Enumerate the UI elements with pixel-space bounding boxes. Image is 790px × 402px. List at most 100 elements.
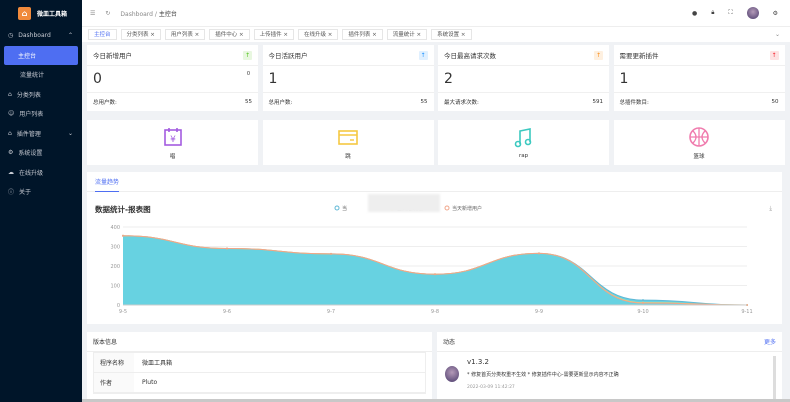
sidebar-item-dashboard[interactable]: ◷ Dashboard ⌃: [0, 26, 82, 46]
breadcrumb-item[interactable]: Dashboard: [120, 10, 153, 18]
stat-title: 需要更新插件: [619, 52, 659, 60]
tab-traffic-trend[interactable]: 流量趋势: [95, 172, 120, 192]
close-icon[interactable]: ×: [414, 32, 422, 38]
quick-label: rap: [518, 152, 529, 159]
chevron-down-icon[interactable]: ⌄: [774, 31, 780, 38]
stat-sub: 0: [246, 71, 250, 77]
refresh-icon[interactable]: ↻: [105, 9, 111, 17]
version-title: 版本信息: [87, 332, 432, 352]
tab-bar: 主控台 分类列表 × 用户列表 × 插件中心 × 上传插件 × 在线升级 × 插件列表 × 流…: [82, 26, 790, 42]
download-icon[interactable]: ⤓: [769, 205, 772, 212]
sidebar-item-upgrade[interactable]: ☁ 在线升级: [0, 163, 82, 183]
close-icon[interactable]: ×: [459, 32, 466, 38]
blur-overlay: [368, 194, 440, 212]
scrollbar[interactable]: [773, 356, 776, 400]
y-tick-label: 300: [110, 245, 120, 251]
sidebar-item-console[interactable]: 主控台: [4, 45, 78, 65]
calendar-yen-icon: ¥: [163, 127, 182, 146]
stat-foot-value: 55: [420, 99, 428, 105]
lock-icon[interactable]: 🔒︎: [711, 9, 715, 16]
menu-fold-icon[interactable]: ☰: [90, 9, 96, 17]
music-icon: [514, 127, 531, 147]
x-tick-label: 9-9: [535, 309, 543, 315]
stat-foot-label: 总用户数:: [93, 100, 117, 106]
sidebar-item-about[interactable]: ⓘ 关于: [0, 182, 82, 202]
stat-card: 今日最高请求次数 ↑ 2 最大请求次数: 591: [438, 45, 609, 111]
sidebar-item-settings[interactable]: ⚙ 系统设置: [0, 143, 82, 163]
stat-title: 今日新增用户: [93, 52, 132, 60]
info-key: 程序名称: [94, 353, 134, 372]
y-tick-label: 200: [110, 264, 120, 270]
tab-item[interactable]: 流量统计 ×: [386, 29, 428, 40]
label: Dashboard: [18, 32, 51, 40]
legend-label: 当: [342, 205, 347, 212]
data-point: [538, 252, 540, 255]
news-card: 动态 更多 v1.3.2 * 修复首页分类权重不生效 * 修复插件中心-需要更新显…: [437, 332, 782, 402]
close-icon[interactable]: ×: [192, 32, 200, 38]
x-tick-label: 9-7: [327, 309, 335, 315]
stat-foot-value: 55: [245, 99, 252, 105]
quick-entry[interactable]: rap: [438, 120, 609, 165]
chart-title: 数据统计-报表图: [95, 205, 151, 214]
sidebar-item-users[interactable]: ☺ 用户列表: [0, 104, 82, 124]
stat-foot-label: 最大请求次数:: [444, 100, 479, 106]
legend-label: 当天新增用户: [452, 205, 482, 212]
x-tick-label: 9-10: [637, 309, 648, 315]
stat-foot-label: 总用户数:: [268, 100, 293, 106]
avatar[interactable]: [746, 7, 759, 19]
info-value: Pluto: [142, 379, 158, 386]
area-chart: 01002003004009-59-69-79-89-99-109-11当当天活…: [110, 205, 752, 315]
x-tick-label: 9-8: [431, 309, 439, 315]
y-tick-label: 400: [110, 225, 120, 231]
tab-item[interactable]: 插件列表 ×: [342, 29, 383, 40]
stat-foot-value: 50: [771, 99, 779, 105]
close-icon[interactable]: ×: [237, 32, 244, 38]
label: 关于: [19, 189, 32, 197]
arrow-up-icon: ↑: [418, 50, 428, 60]
quick-entry[interactable]: ¥ 唱: [87, 120, 258, 165]
chevron-down-icon: ⌄: [67, 129, 73, 137]
label: 系统设置: [18, 150, 43, 158]
github-icon[interactable]: ●: [691, 9, 698, 17]
tab-item[interactable]: 系统设置 ×: [431, 29, 472, 40]
quick-label: 跳: [345, 153, 351, 160]
close-icon[interactable]: ×: [370, 32, 377, 38]
y-tick-label: 100: [110, 284, 120, 290]
app-logo[interactable]: ⌂ 微皿工具箱: [0, 0, 82, 26]
horizontal-scrollbar[interactable]: [82, 399, 790, 402]
close-icon[interactable]: ×: [326, 32, 333, 38]
arrow-up-icon: ↑: [594, 50, 603, 60]
close-icon[interactable]: ×: [281, 32, 289, 38]
sidebar-item-category[interactable]: ⌂ 分类列表: [0, 85, 82, 105]
quick-entry[interactable]: 跳: [262, 120, 434, 165]
more-link[interactable]: 更多: [763, 339, 776, 346]
stat-title: 今日活跃用户: [268, 52, 308, 60]
arrow-up-icon: ↑: [769, 50, 779, 60]
sidebar-item-plugins[interactable]: ⌂ 插件管理 ⌄: [0, 124, 82, 144]
stat-value: 1: [619, 71, 629, 87]
info-value: 微皿工具箱: [142, 360, 173, 367]
tab-item[interactable]: 在线升级 ×: [298, 29, 339, 40]
tab-item[interactable]: 用户列表 ×: [164, 29, 206, 40]
quick-entry[interactable]: 篮球: [613, 120, 785, 165]
label: 在线升级: [19, 169, 44, 177]
sidebar-item-traffic[interactable]: 流量统计: [0, 65, 82, 85]
tab-item[interactable]: 分类列表 ×: [120, 29, 161, 40]
arrow-up-icon: ↑: [243, 50, 252, 60]
breadcrumb-item: 主控台: [158, 10, 177, 18]
stat-card: 今日新增用户 ↑ 0 0 总用户数: 55: [87, 45, 258, 111]
close-icon[interactable]: ×: [148, 32, 155, 38]
gear-icon[interactable]: ⚙: [772, 9, 778, 17]
app-title: 微皿工具箱: [37, 10, 68, 18]
fullscreen-icon[interactable]: ⛶: [728, 9, 733, 16]
news-title: 动态: [443, 339, 456, 346]
home-icon: ⌂: [18, 6, 31, 20]
stat-card: 需要更新插件 ↑ 1 总插件数目: 50: [613, 45, 785, 111]
tab-item[interactable]: 上传插件 ×: [253, 29, 295, 40]
stat-foot-label: 总插件数目:: [619, 100, 649, 106]
tab-item[interactable]: 插件中心 ×: [209, 29, 250, 40]
tab-item[interactable]: 主控台: [88, 29, 117, 40]
data-point: [642, 299, 644, 302]
version-card: 版本信息 程序名称 微皿工具箱 作者 Pluto: [87, 332, 432, 402]
stat-card: 今日活跃用户 ↑ 1 总用户数: 55: [262, 45, 434, 111]
